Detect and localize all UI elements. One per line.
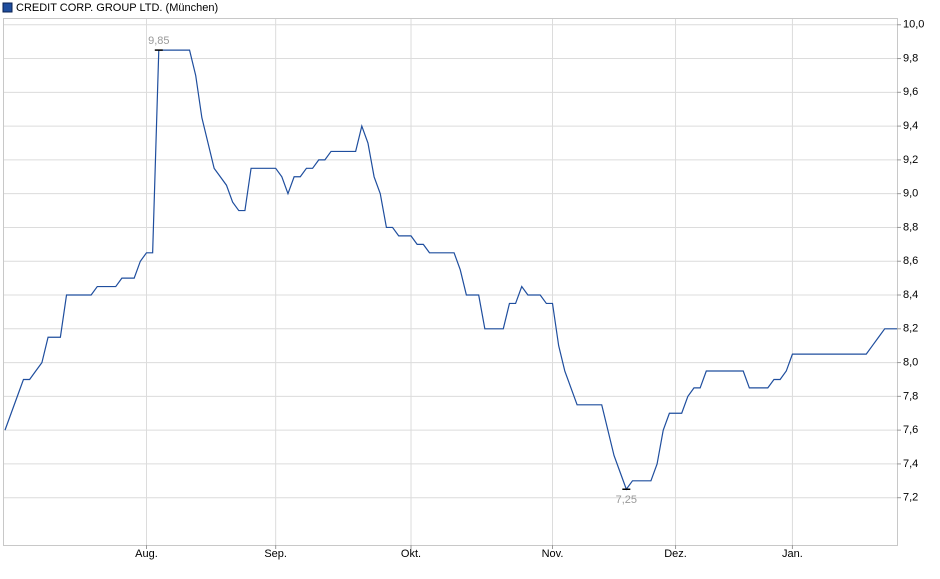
x-tick-label: Jan. <box>782 548 803 560</box>
y-tick-label: 8,6 <box>903 255 918 267</box>
y-tick-label: 8,4 <box>903 289 918 301</box>
y-tick-label: 7,8 <box>903 390 918 402</box>
y-tick-label: 9,4 <box>903 120 918 132</box>
y-tick-label: 9,2 <box>903 154 918 166</box>
legend-label: CREDIT CORP. GROUP LTD. (München) <box>16 2 218 14</box>
x-tick-label: Dez. <box>664 548 687 560</box>
y-tick-label: 9,0 <box>903 188 918 200</box>
value-label: 9,85 <box>148 35 169 47</box>
y-tick-label: 7,6 <box>903 424 918 436</box>
plot-frame <box>3 18 898 546</box>
price-line <box>4 49 897 491</box>
y-tick-label: 7,4 <box>903 458 918 470</box>
y-tick-label: 9,8 <box>903 52 918 64</box>
x-tick-label: Okt. <box>401 548 421 560</box>
value-label: 7,25 <box>616 494 637 506</box>
y-tick-label: 7,2 <box>903 492 918 504</box>
x-tick-label: Nov. <box>542 548 564 560</box>
y-tick-label: 10,0 <box>903 19 924 31</box>
y-tick-label: 8,2 <box>903 323 918 335</box>
x-tick-label: Sep. <box>264 548 287 560</box>
x-tick-label: Aug. <box>135 548 158 560</box>
legend-swatch <box>2 2 13 13</box>
y-tick-label: 8,0 <box>903 356 918 368</box>
y-tick-label: 8,8 <box>903 221 918 233</box>
y-tick-label: 9,6 <box>903 86 918 98</box>
